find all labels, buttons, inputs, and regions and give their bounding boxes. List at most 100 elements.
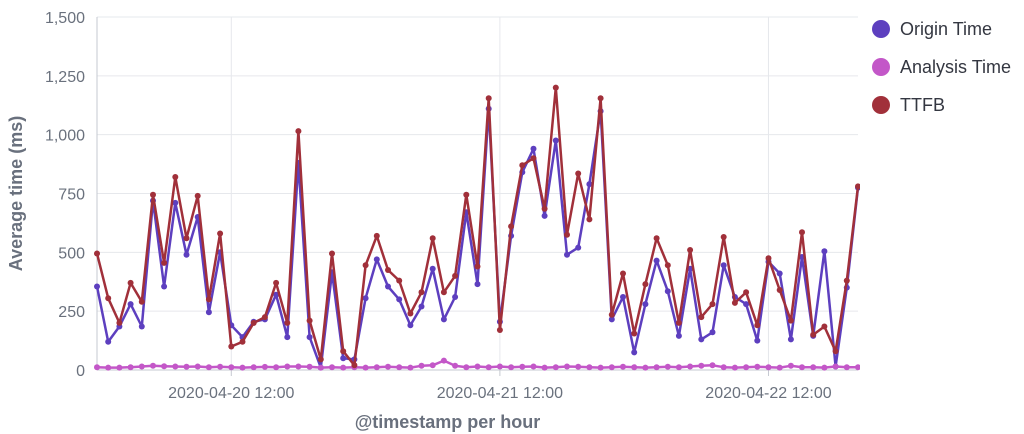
series-line-origin-time — [95, 107, 860, 369]
data-point — [161, 259, 168, 266]
data-point — [709, 362, 716, 369]
legend-item[interactable]: TTFB — [872, 86, 1011, 124]
data-point — [340, 355, 347, 362]
data-point — [608, 364, 615, 371]
data-point — [843, 364, 850, 371]
data-point — [250, 319, 257, 326]
data-point — [261, 314, 268, 321]
legend: Origin Time Analysis Time TTFB — [872, 10, 1011, 124]
data-point — [306, 317, 313, 324]
data-point — [855, 364, 860, 371]
y-tick-label: 1,500 — [45, 10, 85, 27]
data-point — [519, 162, 526, 169]
data-point — [329, 364, 335, 371]
data-point — [541, 212, 548, 219]
data-point — [295, 363, 302, 370]
data-point — [261, 363, 268, 370]
data-point — [138, 298, 145, 305]
data-point — [407, 364, 414, 371]
data-point — [474, 281, 481, 288]
data-point — [138, 323, 145, 330]
data-point — [832, 348, 839, 355]
data-point — [429, 235, 436, 242]
data-point — [675, 364, 682, 371]
data-point — [127, 279, 134, 286]
x-tick-label: 2020-04-20 12:00 — [168, 385, 294, 402]
data-point — [329, 250, 335, 257]
y-axis-title: Average time (ms) — [6, 116, 26, 271]
data-point — [217, 230, 224, 237]
y-tick-label: 250 — [58, 304, 85, 321]
data-point — [687, 363, 694, 370]
data-point — [172, 174, 179, 180]
data-point — [284, 363, 291, 370]
data-point — [787, 317, 794, 324]
data-point — [116, 364, 123, 371]
data-point — [452, 294, 459, 300]
data-point — [205, 296, 212, 303]
data-point — [575, 363, 582, 370]
data-point — [239, 338, 246, 345]
data-point — [698, 314, 705, 321]
data-point — [754, 322, 761, 329]
data-point — [474, 263, 481, 270]
data-point — [530, 155, 537, 162]
legend-item[interactable]: Analysis Time — [872, 48, 1011, 86]
data-point — [228, 364, 235, 371]
data-point — [217, 363, 224, 370]
data-point — [519, 363, 526, 370]
y-tick-label: 1,000 — [45, 128, 85, 145]
data-point — [485, 95, 492, 102]
x-axis-title: @timestamp per hour — [355, 412, 541, 432]
data-point — [642, 281, 649, 288]
y-tick-label: 750 — [58, 187, 85, 204]
data-point — [765, 255, 772, 262]
data-point — [418, 303, 425, 310]
data-point — [664, 363, 671, 370]
data-point — [396, 296, 403, 303]
data-point — [239, 364, 246, 371]
data-point — [631, 330, 638, 337]
data-point — [273, 364, 280, 371]
data-point — [407, 310, 414, 317]
data-point — [194, 192, 201, 199]
data-point — [642, 364, 649, 371]
data-point — [541, 364, 548, 371]
data-point — [340, 348, 347, 355]
data-point — [150, 362, 156, 369]
data-point — [821, 364, 828, 371]
data-point — [541, 205, 548, 212]
data-point — [552, 364, 559, 371]
data-point — [776, 364, 783, 371]
y-tick-label: 1,250 — [45, 69, 85, 86]
data-point — [284, 334, 291, 341]
data-point — [586, 181, 593, 188]
data-point — [362, 364, 369, 371]
data-point — [709, 329, 716, 336]
data-point — [552, 84, 559, 91]
legend-item[interactable]: Origin Time — [872, 10, 1011, 48]
data-point — [575, 170, 582, 177]
data-point — [396, 364, 403, 371]
data-point — [575, 244, 582, 251]
data-point — [731, 364, 738, 371]
data-point — [743, 289, 750, 296]
data-point — [675, 332, 682, 339]
data-point — [407, 322, 414, 329]
data-point — [94, 364, 100, 371]
data-point — [765, 364, 772, 371]
data-point — [743, 364, 750, 371]
data-point — [362, 262, 369, 269]
data-point — [787, 362, 794, 369]
data-point — [385, 283, 391, 290]
data-point — [787, 336, 794, 343]
data-point — [183, 363, 190, 370]
data-point — [810, 364, 817, 371]
data-point — [810, 331, 817, 338]
legend-label: TTFB — [900, 94, 945, 115]
x-tick-label: 2020-04-22 12:00 — [705, 385, 831, 402]
legend-swatch — [872, 20, 890, 38]
data-point — [564, 231, 570, 238]
data-point — [373, 364, 380, 371]
